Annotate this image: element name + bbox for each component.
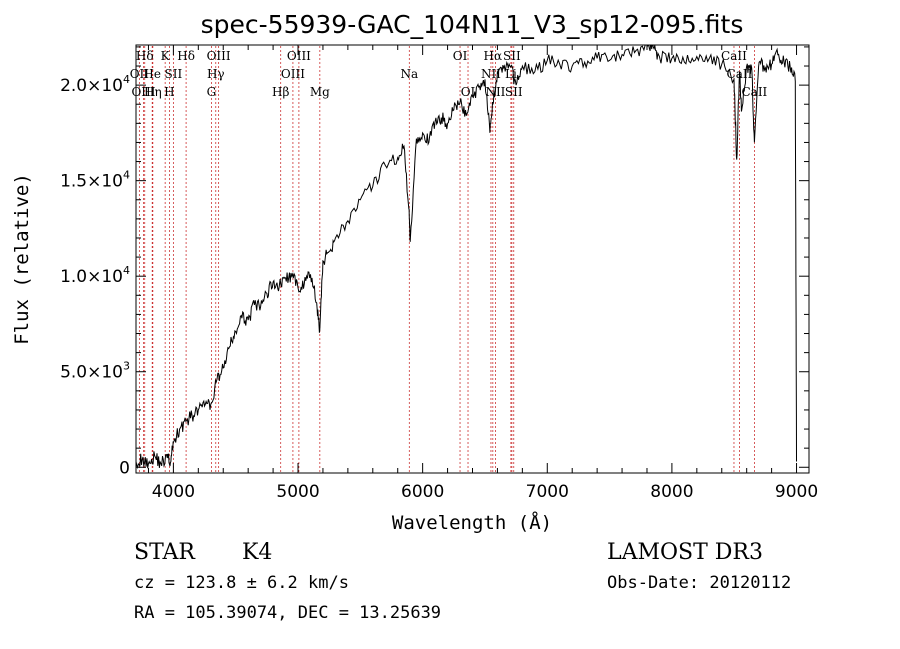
y-tick-label: 1.5×104: [60, 169, 130, 192]
observation-date: Obs-Date: 20120112: [607, 573, 792, 593]
x-tick-label: 7000: [526, 482, 569, 502]
spectral-line-label: OIII: [287, 49, 311, 63]
spectral-line-label: K: [161, 49, 171, 63]
y-tick-label: 5.0×103: [60, 360, 130, 383]
spectral-line-label: OIII: [281, 67, 305, 81]
spectral-line-label: Li: [505, 67, 517, 81]
spectral-line-label: Hδ: [177, 49, 195, 63]
spectral-line-label: Hγ: [207, 67, 225, 81]
plot-frame: [135, 44, 810, 474]
object-subclass: K4: [242, 540, 273, 565]
x-axis-ticks: 4000 5000 6000 7000 8000 9000: [147, 45, 818, 502]
spectral-line-label: CaII: [741, 85, 767, 99]
x-tick-label: 5000: [276, 482, 319, 502]
redshift-cz: cz = 123.8 ± 6.2 km/s: [134, 573, 349, 593]
coordinates: RA = 105.39074, DEC = 13.25639: [134, 603, 442, 623]
y-tick-label: 2.0×104: [60, 73, 130, 96]
spectral-line-label: Hδ: [136, 49, 154, 63]
y-axis-ticks: 0 5.0×103 1.0×104 1.5×104 2.0×104: [60, 46, 809, 478]
spectral-line-label: Hα: [484, 49, 503, 63]
x-tick-label: 8000: [650, 482, 693, 502]
y-axis-label: Flux (relative): [11, 173, 33, 345]
y-tick-label: 1.0×104: [60, 264, 130, 287]
object-class: STAR: [134, 540, 195, 565]
spectral-line-label: OIII: [207, 49, 231, 63]
spectrum-line: [136, 45, 797, 470]
spectral-line-label: Na: [400, 67, 418, 81]
spectral-line-label: OII: [130, 67, 150, 81]
spectral-line-label: He: [143, 67, 161, 81]
y-tick-label: 0: [119, 458, 130, 478]
spectral-line-label: OIII: [131, 85, 155, 99]
spectral-line-label: OI: [453, 49, 468, 63]
spectral-line-markers: [138, 46, 755, 472]
spectral-line-labels: Hδ OII OIII He Hη K SII H Hδ OIII Hγ G OIII OIII Hβ Mg N…: [130, 49, 768, 99]
x-tick-label: 4000: [152, 482, 195, 502]
spectral-line-label: Hβ: [272, 85, 289, 99]
spectral-line-label: Hη: [144, 85, 162, 99]
spectral-line-label: CaII: [721, 49, 747, 63]
spectral-line-label: SII: [503, 49, 521, 63]
spectral-line-label: Mg: [310, 85, 330, 99]
chart-title: spec-55939-GAC_104N11_V3_sp12-095.fits: [201, 10, 744, 39]
spectral-line-label: NII: [481, 67, 501, 81]
spectral-line-label: SII: [505, 85, 523, 99]
x-tick-label: 6000: [401, 482, 444, 502]
spectral-line-label: SII: [165, 67, 183, 81]
x-tick-label: 9000: [775, 482, 818, 502]
spectral-line-label: H: [164, 85, 174, 99]
survey-name: LAMOST DR3: [607, 540, 763, 565]
x-axis-label: Wavelength (Å): [392, 511, 552, 534]
spectral-line-label: G: [207, 85, 217, 99]
